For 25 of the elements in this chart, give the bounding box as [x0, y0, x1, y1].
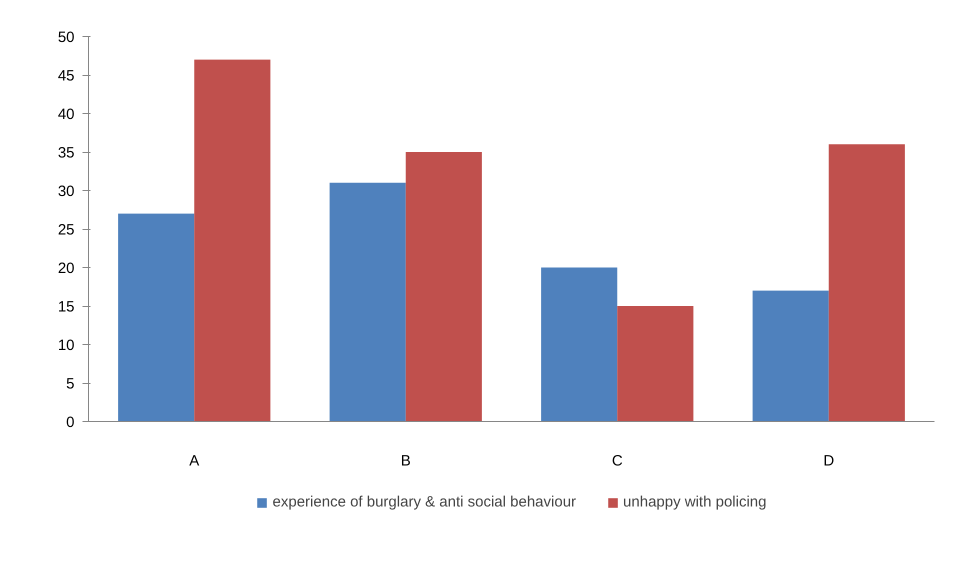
- x-tick-label: B: [400, 452, 411, 470]
- bar: [828, 144, 905, 422]
- bar: [752, 290, 829, 422]
- y-tick-label: 25: [58, 222, 75, 238]
- x-tick-label: D: [823, 452, 834, 470]
- bar: [118, 214, 194, 422]
- y-tick-label: 40: [58, 106, 75, 123]
- y-tick-label: 15: [58, 298, 75, 316]
- y-tick-label: 20: [58, 260, 75, 277]
- y-tick-label: 0: [66, 414, 74, 431]
- y-tick-label: 50: [58, 29, 75, 46]
- y-tick-label: 10: [58, 337, 75, 354]
- bar: [617, 306, 694, 422]
- bar: [330, 182, 406, 422]
- y-tick-label: 35: [58, 144, 75, 162]
- y-tick-label: 30: [58, 183, 75, 200]
- x-tick-label: A: [189, 452, 200, 470]
- bar: [194, 60, 270, 422]
- x-tick-label: C: [612, 452, 623, 470]
- bar: [406, 152, 482, 422]
- bar: [541, 268, 618, 422]
- y-tick-label: 5: [66, 376, 74, 392]
- legend-label: experience of burglary & anti social behaviour: [272, 494, 576, 510]
- legend-label: unhappy with policing: [623, 494, 766, 510]
- y-tick-label: 45: [58, 68, 75, 84]
